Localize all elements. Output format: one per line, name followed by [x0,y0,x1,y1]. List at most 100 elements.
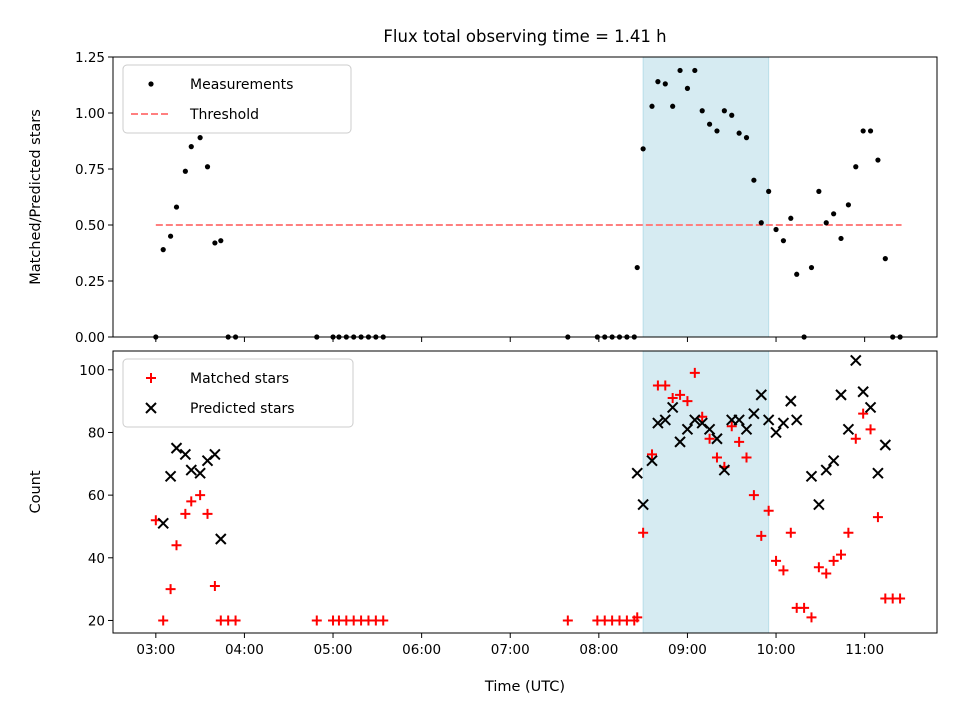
measurement-point [677,67,683,74]
y-axis-label: Count [28,470,44,513]
measurement-point [699,108,705,114]
matched-star-point [667,393,678,403]
measurement-point [838,235,844,242]
matched-star-point [726,421,737,432]
measurement-point [773,226,779,233]
matched-star-point [682,396,693,407]
predicted-star-point [215,533,227,545]
measurement-point [808,264,815,271]
predicted-star-point [820,464,832,476]
measurement-point [197,135,203,141]
matched-star-point [836,549,847,560]
predicted-star-point [652,417,664,429]
measurement-point [780,238,787,244]
observing-window-span [642,56,770,338]
matched-star-point [230,615,241,626]
y-tick-label: 0.75 [75,162,105,178]
matched-star-point [741,452,752,463]
measurement-point [721,108,727,114]
predicted-star-point [179,448,192,461]
measurement-point [816,188,822,194]
predicted-star-point [777,417,790,429]
predicted-star-point [740,423,753,436]
matched-star-point [756,530,767,541]
matched-star-point [771,555,782,566]
predicted-star-point [827,454,840,467]
legend-measurement-marker [148,81,154,87]
measurement-point [662,81,668,87]
chart-title: Flux total observing time = 1.41 h [383,27,666,46]
predicted-star-point [185,464,197,476]
measurement-point [831,211,837,217]
measurement-point [706,121,713,127]
y-axis-label: Matched/Predicted stars [28,109,44,285]
legend-entry-label: Measurements [190,77,293,93]
ratio-panel: 0.00 0.25 0.50 0.75 1.00 1.25 Matched/Predicte… [28,50,938,346]
y-tick-label: 0.25 [75,274,105,290]
x-tick-label: 06:00 [402,642,441,658]
predicted-star-point [674,436,686,448]
observing-window-span [642,350,770,634]
predicted-star-point [681,423,694,436]
measurement-point [823,220,829,226]
predicted-star-point [631,467,643,479]
matched-star-point [689,367,700,378]
matched-star-point [675,389,686,400]
legend-entry-label: Predicted stars [190,401,295,417]
predicted-star-point [805,470,818,483]
matched-star-point [785,527,796,538]
matched-star-point [763,505,774,516]
y-tick-label: 80 [88,425,105,441]
count-panel: 20 40 60 80 100 03:00 04:00 05:00 06:00 07:00 08:0… [28,350,938,658]
measurement-point [729,112,735,118]
matched-star-point [895,593,906,604]
measurement-point [867,128,874,134]
matched-star-point [378,615,389,626]
measurement-point [794,271,800,277]
predicted-star-point [835,389,847,401]
matched-star-point [850,433,861,444]
matched-star-point [171,540,182,551]
measurement-point [670,103,676,109]
predicted-star-point [733,414,745,426]
measurement-point [212,240,218,246]
x-tick-label: 05:00 [314,642,353,658]
measurement-point [640,146,646,152]
predicted-star-point [857,386,869,398]
measurement-point [160,247,166,253]
predicted-star-point [209,448,221,461]
predicted-star-point [872,467,884,479]
measurement-point [188,144,194,150]
matched-star-point [843,527,854,538]
matched-star-point [660,380,671,391]
legend-predicted-marker [145,402,157,414]
matched-star-point [646,449,657,460]
measurement-point [182,168,188,174]
matched-star-point [806,612,817,623]
matched-star-point [158,615,169,626]
x-tick-label: 10:00 [757,642,796,658]
measurement-point [853,164,859,170]
predicted-star-point [666,401,679,414]
predicted-star-point [703,423,716,436]
predicted-star-point [864,401,877,414]
predicted-star-point [785,395,797,407]
x-tick-label: 04:00 [225,642,264,658]
x-axis-label: Time (UTC) [484,679,565,695]
data-layer [150,354,906,626]
legend-box [122,358,354,428]
y-tick-label: 20 [88,613,105,629]
measurement-point [173,204,180,210]
measurement-point [860,128,866,134]
predicted-star-point [711,433,723,445]
x-tick-label: 11:00 [845,642,884,658]
matched-star-point [311,615,322,626]
predicted-star-point [646,454,658,467]
measurement-point [714,128,720,134]
matched-star-point [778,565,789,576]
predicted-star-point [850,354,862,367]
matched-star-point [180,508,191,519]
legend-entry-label: Threshold [189,107,259,123]
y-tick-label: 100 [79,363,105,379]
